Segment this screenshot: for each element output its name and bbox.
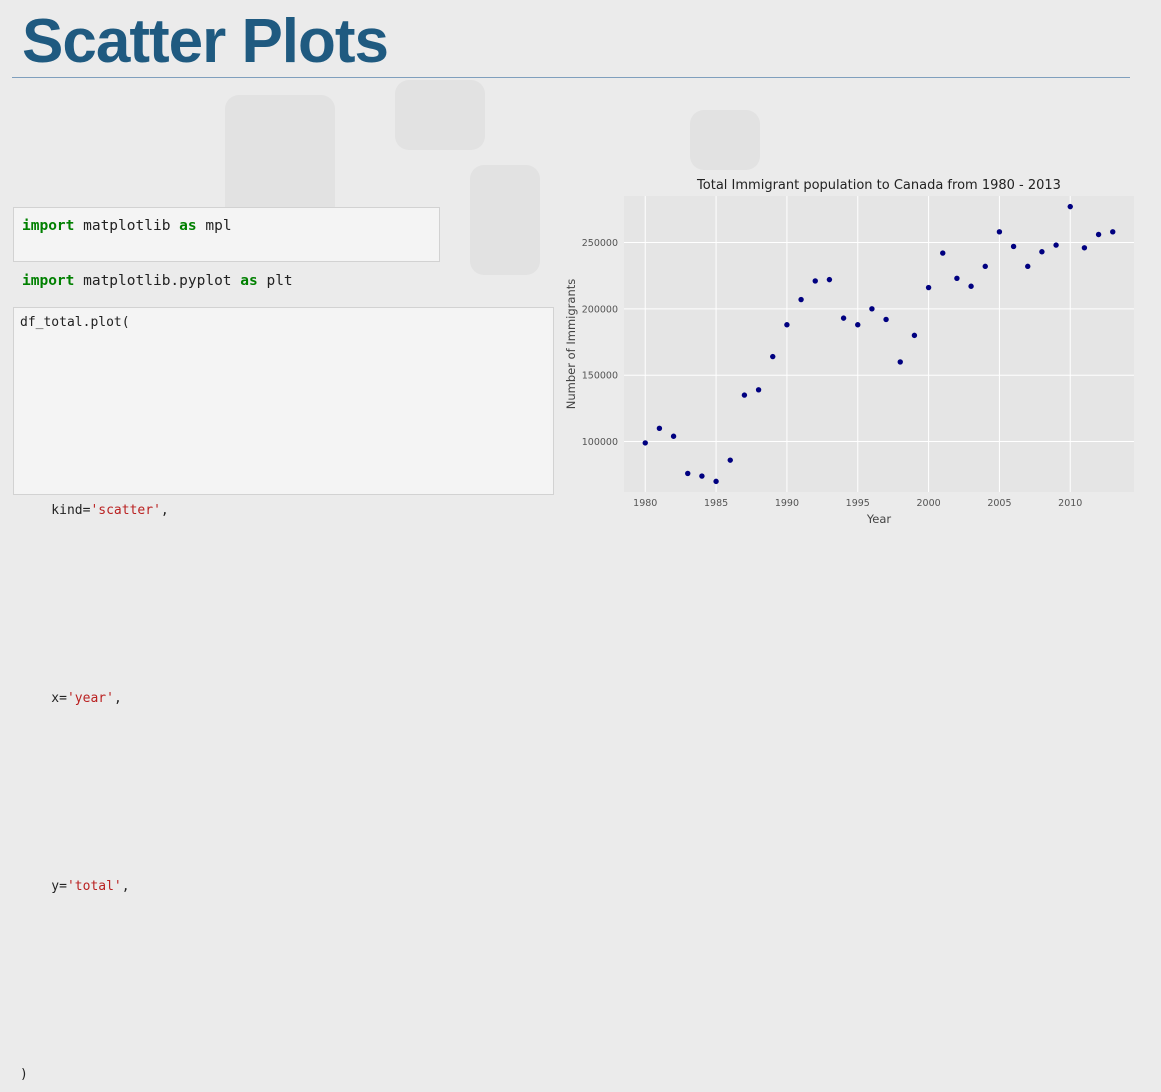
code-token: df_total.plot( bbox=[20, 315, 130, 330]
data-point bbox=[798, 296, 804, 303]
data-point bbox=[755, 387, 762, 393]
code-block-imports: import matplotlib as mpl import matplotli… bbox=[13, 207, 440, 289]
x-tick-label: 1990 bbox=[775, 498, 799, 509]
data-point bbox=[996, 229, 1003, 235]
data-point bbox=[1010, 243, 1017, 250]
y-tick-label: 250000 bbox=[582, 238, 618, 249]
data-point bbox=[1039, 249, 1045, 255]
chart-title: Total Immigrant population to Canada fro… bbox=[696, 178, 1061, 193]
slide-title: Scatter Plots bbox=[22, 7, 389, 76]
background-decoration bbox=[690, 110, 760, 170]
data-point bbox=[840, 315, 847, 321]
data-point bbox=[1053, 242, 1059, 248]
x-tick-label: 2005 bbox=[987, 498, 1011, 509]
data-point bbox=[968, 283, 974, 289]
code-token: matplotlib bbox=[74, 218, 180, 234]
y-axis-label: Number of Immigrants bbox=[564, 279, 578, 409]
data-point bbox=[642, 440, 648, 446]
code-token: mpl bbox=[196, 218, 232, 234]
data-point bbox=[812, 278, 818, 284]
background-decoration bbox=[470, 165, 540, 275]
data-point bbox=[1025, 263, 1031, 270]
code-line: df_total.plot( bbox=[20, 315, 547, 503]
data-point bbox=[1095, 231, 1102, 238]
x-tick-label: 2000 bbox=[916, 498, 940, 509]
code-line: ) bbox=[20, 1067, 547, 1092]
data-point bbox=[699, 473, 705, 479]
data-point bbox=[741, 392, 748, 398]
data-point bbox=[685, 470, 691, 477]
code-token: , bbox=[121, 879, 130, 894]
code-keyword: import bbox=[22, 218, 75, 234]
background-decoration bbox=[395, 80, 485, 150]
code-keyword: as bbox=[179, 218, 197, 234]
code-line: y='total', bbox=[20, 879, 547, 1067]
data-point bbox=[1110, 229, 1116, 235]
y-tick-label: 100000 bbox=[582, 437, 618, 448]
code-block-plot: df_total.plot( kind='scatter', x='year',… bbox=[13, 307, 554, 1082]
x-tick-label: 2010 bbox=[1058, 498, 1082, 509]
code-token: matplotlib.pyplot bbox=[74, 273, 241, 289]
code-token: , bbox=[113, 691, 122, 706]
data-point bbox=[940, 250, 946, 256]
data-point bbox=[727, 457, 733, 463]
title-underline bbox=[12, 77, 1130, 78]
data-point bbox=[670, 433, 677, 439]
scatter-chart: 1980 1985 1990 1995 2000 2005 2010 100000 150000… bbox=[560, 170, 1150, 540]
code-string: 'scatter' bbox=[90, 503, 161, 518]
code-token: x= bbox=[20, 691, 67, 706]
data-point bbox=[883, 316, 889, 323]
code-token: plt bbox=[257, 273, 293, 289]
x-tick-label: 1985 bbox=[704, 498, 728, 509]
data-point bbox=[784, 322, 790, 328]
y-tick-label: 150000 bbox=[582, 371, 618, 382]
data-point bbox=[1067, 203, 1073, 210]
code-keyword: as bbox=[240, 273, 258, 289]
code-token: ) bbox=[20, 1067, 28, 1082]
code-keyword: import bbox=[22, 273, 75, 289]
code-line: x='year', bbox=[20, 691, 547, 879]
data-point bbox=[1081, 245, 1088, 251]
data-point bbox=[897, 359, 903, 365]
code-token: , bbox=[160, 503, 169, 518]
data-point bbox=[855, 322, 861, 328]
data-point bbox=[869, 306, 875, 312]
data-point bbox=[982, 263, 988, 270]
data-point bbox=[770, 353, 776, 360]
code-line: kind='scatter', bbox=[20, 503, 547, 691]
code-string: 'year' bbox=[66, 691, 114, 706]
data-point bbox=[925, 284, 932, 291]
code-string: 'total' bbox=[66, 879, 122, 894]
scatter-chart-svg: 1980 1985 1990 1995 2000 2005 2010 100000 150000… bbox=[564, 178, 1134, 526]
x-axis-label: Year bbox=[866, 512, 892, 526]
plot-area bbox=[624, 196, 1134, 492]
data-point bbox=[911, 332, 918, 339]
x-tick-label: 1995 bbox=[846, 498, 870, 509]
code-line: import matplotlib.pyplot as plt bbox=[22, 272, 431, 327]
x-tick-label: 1980 bbox=[633, 498, 657, 509]
data-point bbox=[826, 276, 833, 283]
data-point bbox=[954, 275, 960, 281]
y-tick-label: 200000 bbox=[582, 304, 618, 315]
code-token: y= bbox=[20, 879, 67, 894]
data-point bbox=[713, 478, 719, 485]
code-token: kind= bbox=[20, 503, 91, 518]
code-line: import matplotlib as mpl bbox=[22, 217, 431, 272]
data-point bbox=[656, 425, 663, 431]
